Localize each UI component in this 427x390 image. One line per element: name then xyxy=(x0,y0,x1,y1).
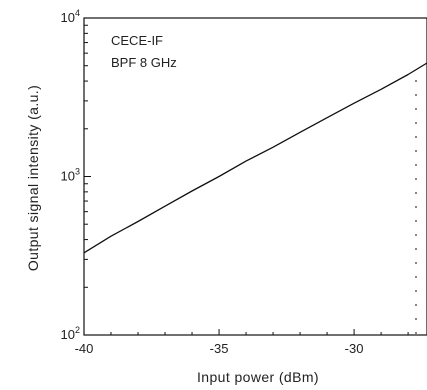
y-tick-label-base: 10 xyxy=(61,10,75,25)
y-axis-label: Output signal intensity (a.u.) xyxy=(25,85,41,271)
annotation-line-1: CECE-IF xyxy=(111,33,163,48)
x-tick-label: -35 xyxy=(210,341,229,356)
annotation-line-2: BPF 8 GHz xyxy=(111,55,177,70)
x-tick-label: -40 xyxy=(75,341,94,356)
series-line xyxy=(83,62,427,254)
x-tick-label: -30 xyxy=(345,341,364,356)
y-tick-label: 103 xyxy=(61,167,80,184)
y-tick-label: 102 xyxy=(61,325,80,342)
y-tick-label: 104 xyxy=(61,8,80,25)
y-tick-label-base: 10 xyxy=(61,327,75,342)
y-tick-label-exponent: 4 xyxy=(75,8,80,18)
x-axis-ticks: -40 -35 -30 xyxy=(75,329,409,356)
series-layer xyxy=(83,62,427,254)
y-tick-label-base: 10 xyxy=(61,169,75,184)
y-tick-label-exponent: 2 xyxy=(75,325,80,335)
y-tick-label-exponent: 3 xyxy=(75,167,80,177)
x-axis-label: Input power (dBm) xyxy=(197,369,319,385)
